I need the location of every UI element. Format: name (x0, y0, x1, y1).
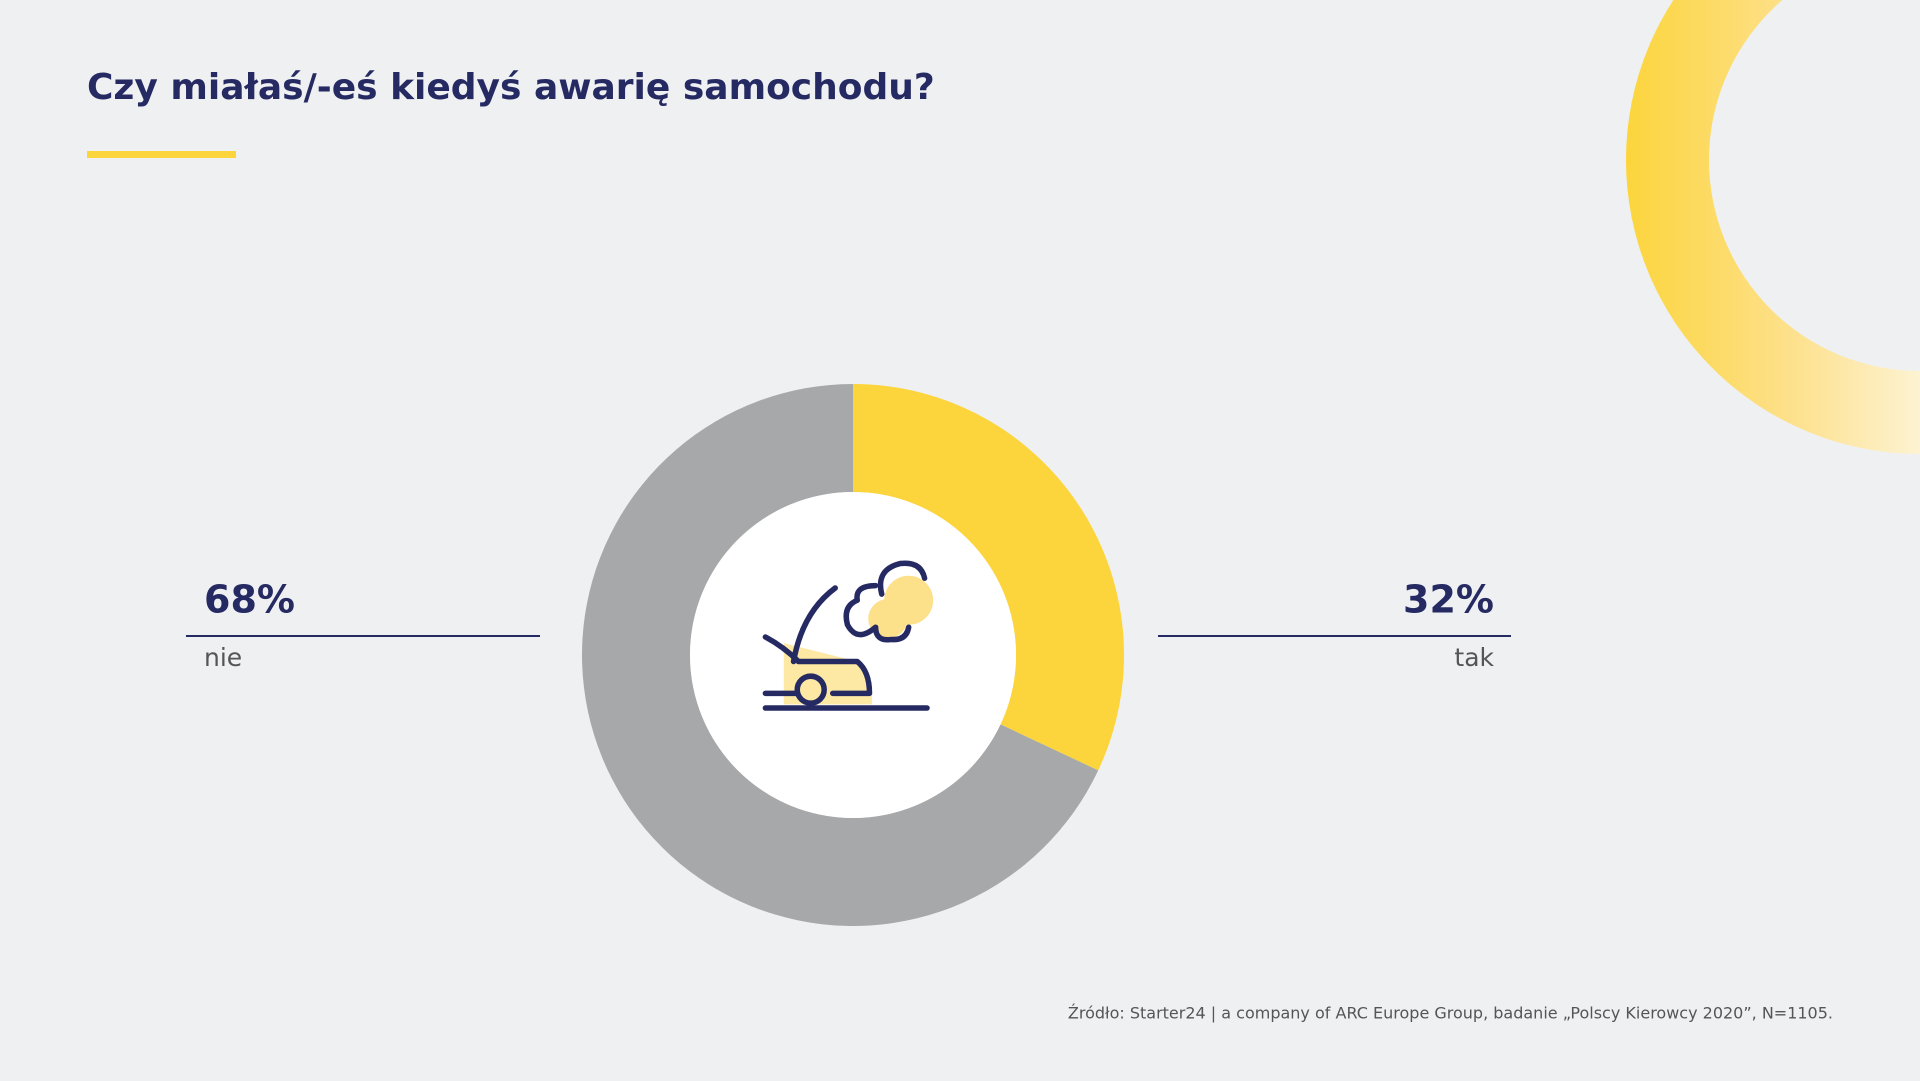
value-label: 68% (204, 578, 295, 622)
value-label: 32% (1403, 578, 1494, 622)
title-underline (87, 151, 236, 158)
category-label: nie (204, 643, 242, 672)
category-label: tak (1454, 643, 1494, 672)
source-note: Źródło: Starter24 | a company of ARC Eur… (1068, 1004, 1833, 1023)
slice (582, 384, 1099, 926)
donut-hole (690, 492, 1016, 818)
car-icon (762, 560, 934, 711)
donut (582, 384, 1124, 926)
slice (853, 384, 1124, 771)
decorative-arc (1626, 0, 1920, 454)
chart-title: Czy miałaś/-eś kiedyś awarię samochodu? (87, 67, 935, 108)
